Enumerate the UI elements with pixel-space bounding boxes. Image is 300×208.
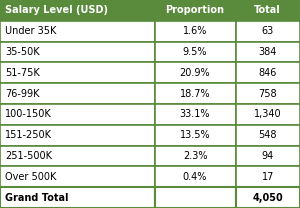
Bar — [154, 0, 236, 21]
Bar — [154, 125, 236, 146]
Text: 1,340: 1,340 — [254, 109, 282, 119]
Bar — [0, 0, 154, 21]
Bar — [154, 166, 236, 187]
Bar — [154, 187, 236, 208]
Bar — [0, 62, 154, 83]
Bar — [154, 42, 236, 62]
Text: 63: 63 — [262, 26, 274, 36]
Text: 76-99K: 76-99K — [5, 89, 40, 99]
Text: Salary Level (USD): Salary Level (USD) — [5, 5, 108, 15]
Bar — [236, 104, 300, 125]
Bar — [0, 166, 154, 187]
Text: 4,050: 4,050 — [252, 193, 283, 203]
Bar — [236, 0, 300, 21]
Text: 18.7%: 18.7% — [180, 89, 210, 99]
Bar — [154, 104, 236, 125]
Bar — [154, 146, 236, 166]
Bar — [154, 83, 236, 104]
Text: 20.9%: 20.9% — [180, 68, 210, 78]
Bar — [0, 21, 154, 42]
Text: 251-500K: 251-500K — [5, 151, 52, 161]
Bar — [236, 166, 300, 187]
Text: 13.5%: 13.5% — [180, 130, 210, 140]
Text: Over 500K: Over 500K — [5, 172, 57, 182]
Text: 51-75K: 51-75K — [5, 68, 40, 78]
Text: Total: Total — [254, 5, 281, 15]
Text: 9.5%: 9.5% — [183, 47, 207, 57]
Bar — [236, 125, 300, 146]
Text: 151-250K: 151-250K — [5, 130, 52, 140]
Text: Grand Total: Grand Total — [5, 193, 69, 203]
Text: 846: 846 — [259, 68, 277, 78]
Text: Proportion: Proportion — [166, 5, 224, 15]
Bar — [236, 83, 300, 104]
Bar — [0, 83, 154, 104]
Bar — [154, 21, 236, 42]
Text: Under 35K: Under 35K — [5, 26, 57, 36]
Text: 94: 94 — [262, 151, 274, 161]
Text: 17: 17 — [262, 172, 274, 182]
Text: 1.6%: 1.6% — [183, 26, 207, 36]
Text: 0.4%: 0.4% — [183, 172, 207, 182]
Text: 33.1%: 33.1% — [180, 109, 210, 119]
Bar — [0, 146, 154, 166]
Text: 35-50K: 35-50K — [5, 47, 40, 57]
Bar — [0, 187, 154, 208]
Bar — [236, 21, 300, 42]
Text: 548: 548 — [259, 130, 277, 140]
Text: 758: 758 — [258, 89, 277, 99]
Bar — [0, 125, 154, 146]
Bar — [236, 42, 300, 62]
Bar — [236, 187, 300, 208]
Bar — [0, 104, 154, 125]
Bar — [0, 42, 154, 62]
Text: 100-150K: 100-150K — [5, 109, 52, 119]
Text: 384: 384 — [259, 47, 277, 57]
Bar — [154, 62, 236, 83]
Text: 2.3%: 2.3% — [183, 151, 207, 161]
Bar — [236, 62, 300, 83]
Bar — [236, 146, 300, 166]
